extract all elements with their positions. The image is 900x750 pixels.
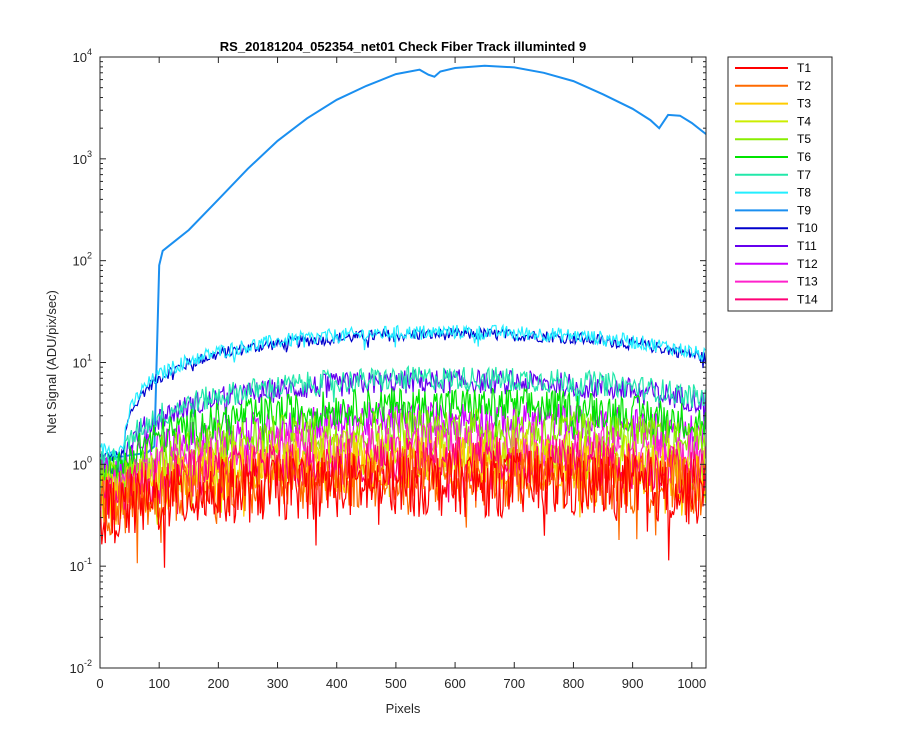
x-tick-label: 900 [622,676,644,691]
y-tick-label: 10-2 [70,658,92,676]
y-axis-label: Net Signal (ADU/pix/sec) [44,290,59,434]
legend-label-t13: T13 [797,275,818,289]
legend-label-t11: T11 [797,239,817,253]
x-tick-label: 600 [444,676,466,691]
x-tick-label: 500 [385,676,407,691]
legend-label-t10: T10 [797,221,818,235]
legend-label-t3: T3 [797,97,811,111]
legend-label-t2: T2 [797,79,811,93]
y-tick-label: 102 [73,251,92,269]
series-line-t9 [100,64,706,462]
y-tick-label: 103 [73,149,92,167]
x-tick-label: 800 [563,676,585,691]
series-line-t8 [100,323,706,458]
legend-label-t14: T14 [797,292,818,306]
legend-label-t8: T8 [797,186,811,200]
y-tick-label: 101 [73,353,92,371]
legend-label-t1: T1 [797,61,811,75]
x-tick-label: 100 [148,676,170,691]
x-tick-label: 200 [208,676,230,691]
y-tick-label: 104 [73,47,92,65]
plot-area [100,57,706,668]
legend-label-t9: T9 [797,203,811,217]
legend-box [727,56,833,312]
legend-label-t4: T4 [797,114,811,128]
x-tick-label: 300 [267,676,289,691]
chart-title: RS_20181204_052354_net01 Check Fiber Tra… [220,39,586,54]
y-axis: 10-2 10-1 100 101 102 103 104 [70,47,706,676]
y-tick-label: 10-1 [70,556,92,574]
x-tick-label: 400 [326,676,348,691]
x-axis: 0 100 200 300 400 500 600 700 800 900 1000 [96,57,706,691]
x-tick-label: 700 [503,676,525,691]
x-tick-label: 0 [96,676,103,691]
legend-label-t6: T6 [797,150,811,164]
x-tick-label: 1000 [677,676,706,691]
series-line-t1 [100,450,706,568]
series-line-t7 [100,365,706,471]
legend: T1 T2 T3 T4 T5 T6 T7 T8 T9 T10 T11 T12 T13 T14 [727,56,833,312]
x-axis-label: Pixels [386,701,421,716]
legend-label-t12: T12 [797,257,818,271]
series-line-t6 [100,386,706,487]
y-tick-label: 100 [73,454,92,472]
legend-label-t5: T5 [797,132,811,146]
legend-label-t7: T7 [797,168,811,182]
series-layer [100,64,706,568]
